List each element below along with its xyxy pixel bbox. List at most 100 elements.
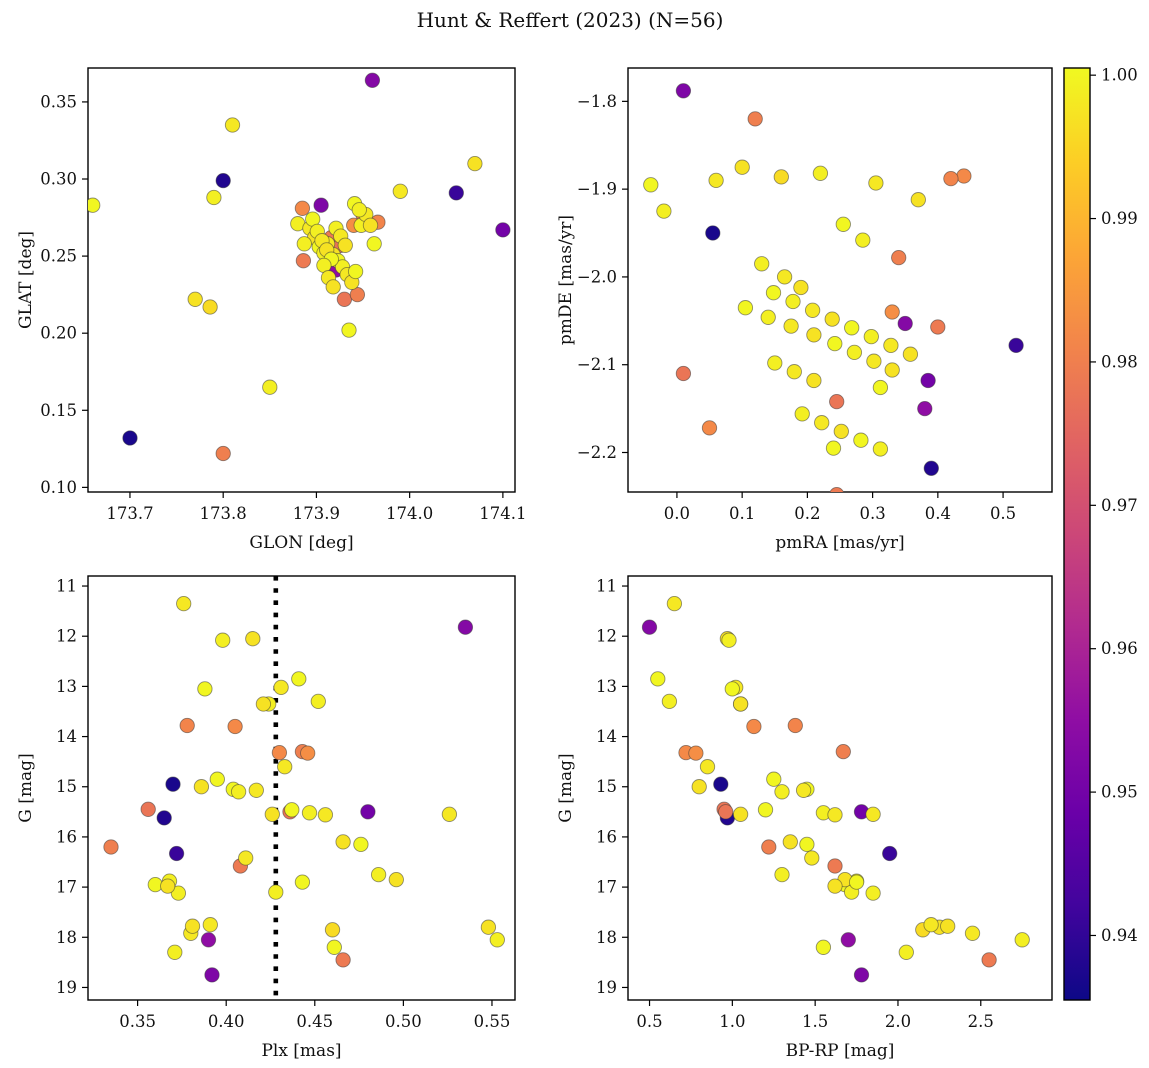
y-axis-label: GLAT [deg]: [16, 231, 36, 329]
axes-spines: [627, 67, 1053, 493]
data-point: [917, 400, 933, 417]
data-point: [920, 372, 936, 389]
data-point: [799, 836, 815, 853]
data-point: [882, 845, 898, 862]
data-point: [765, 285, 782, 301]
data-point: [884, 304, 900, 320]
data-point: [324, 922, 341, 938]
data-point: [705, 225, 721, 241]
data-point: [964, 925, 981, 941]
colorbar-tick-label: 0.95: [1101, 783, 1138, 802]
data-point: [721, 632, 737, 648]
data-point: [840, 932, 856, 948]
data-point: [827, 807, 843, 823]
data-point: [273, 679, 289, 696]
x-axis-label: GLON [deg]: [249, 533, 353, 553]
x-tick-label: 2.5: [968, 1012, 994, 1031]
panel-plx-g: 0.35 0.40 0.45 0.50 0.55 11 12 13 14 15 16 17 18 19 Pl…: [16, 575, 516, 1061]
data-point: [814, 415, 830, 431]
x-axis-label: Plx [mas]: [261, 1041, 341, 1061]
data-point: [737, 300, 754, 316]
x-tick-label: 174.1: [479, 504, 526, 523]
data-point: [760, 309, 776, 325]
y-tick-label: −2.1: [577, 355, 617, 374]
data-point: [863, 328, 879, 345]
data-point: [313, 197, 329, 213]
data-point: [868, 175, 884, 191]
data-point: [336, 291, 353, 307]
data-point: [300, 745, 316, 761]
data-point: [891, 249, 907, 266]
data-point: [902, 346, 919, 362]
y-tick-label: 15: [596, 777, 617, 796]
y-tick-label: 13: [56, 677, 77, 696]
data-point: [691, 779, 707, 795]
y-tick-label: 0.35: [40, 92, 77, 111]
data-point: [699, 759, 716, 775]
data-point: [337, 237, 353, 253]
data-point: [785, 293, 801, 310]
data-point: [326, 939, 342, 955]
data-point: [215, 172, 231, 189]
y-tick-label: 16: [56, 827, 77, 846]
x-tick-label: 173.8: [200, 504, 247, 523]
data-point: [170, 885, 187, 901]
data-point: [165, 776, 181, 792]
data-point: [804, 850, 820, 866]
y-axis-label: pmDE [mas/yr]: [556, 215, 576, 345]
y-tick-label: 0.10: [40, 478, 77, 497]
axes-spines: [87, 575, 516, 1001]
data-point: [829, 486, 844, 492]
data-point: [1008, 337, 1024, 354]
y-tick-label: 19: [596, 978, 617, 997]
data-point: [835, 216, 851, 232]
data-point: [827, 335, 843, 352]
x-tick-label: 0.5: [990, 504, 1016, 523]
data-point: [656, 203, 672, 219]
data-point: [734, 159, 750, 175]
data-point: [176, 595, 192, 612]
y-tick-label: −2.0: [577, 267, 617, 286]
data-point: [255, 696, 272, 712]
data-point: [865, 885, 881, 901]
x-tick-label: 173.7: [106, 504, 153, 523]
data-point: [641, 619, 658, 635]
colorbar-tick-label: 0.97: [1101, 496, 1138, 515]
data-point: [366, 236, 382, 252]
data-point: [782, 834, 798, 850]
data-point: [351, 202, 367, 218]
data-point: [88, 197, 101, 213]
data-point: [156, 810, 172, 826]
data-point: [215, 445, 231, 462]
data-point: [848, 874, 865, 890]
data-point: [825, 440, 842, 456]
data-point: [981, 952, 997, 968]
y-tick-label: −2.2: [577, 443, 617, 462]
data-point: [884, 362, 900, 378]
data-point: [264, 806, 280, 822]
data-point: [140, 801, 156, 817]
y-tick-label: 12: [56, 627, 77, 646]
data-point: [209, 771, 225, 787]
data-point: [347, 263, 364, 280]
data-point: [804, 302, 821, 318]
data-point: [718, 804, 734, 820]
data-point: [844, 320, 860, 336]
data-point: [872, 441, 889, 457]
y-tick-label: 12: [596, 627, 617, 646]
colorbar-tick-label: 1.00: [1101, 66, 1138, 85]
data-point: [824, 311, 840, 327]
data-point: [793, 279, 809, 296]
data-point: [160, 878, 176, 894]
data-point: [806, 327, 822, 343]
data-point: [774, 866, 790, 883]
data-point: [930, 319, 946, 335]
axes-spines: [87, 67, 516, 493]
data-point: [846, 344, 863, 361]
colorbar-tick-label: 0.99: [1101, 209, 1138, 228]
data-point: [325, 279, 341, 295]
data-point: [708, 172, 724, 189]
y-tick-label: 15: [56, 777, 77, 796]
data-point: [271, 744, 288, 761]
